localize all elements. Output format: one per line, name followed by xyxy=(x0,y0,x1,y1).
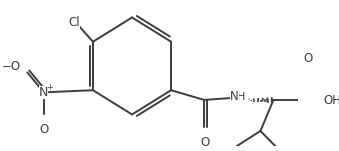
Text: O: O xyxy=(39,123,48,136)
Text: −O: −O xyxy=(2,60,21,73)
Text: H: H xyxy=(237,92,245,102)
Text: +: + xyxy=(46,83,53,92)
Text: O: O xyxy=(303,52,313,65)
Text: N: N xyxy=(39,86,48,99)
Text: OH: OH xyxy=(324,94,339,107)
Text: O: O xyxy=(200,136,210,149)
Text: N: N xyxy=(230,90,239,103)
Text: Cl: Cl xyxy=(68,16,80,29)
